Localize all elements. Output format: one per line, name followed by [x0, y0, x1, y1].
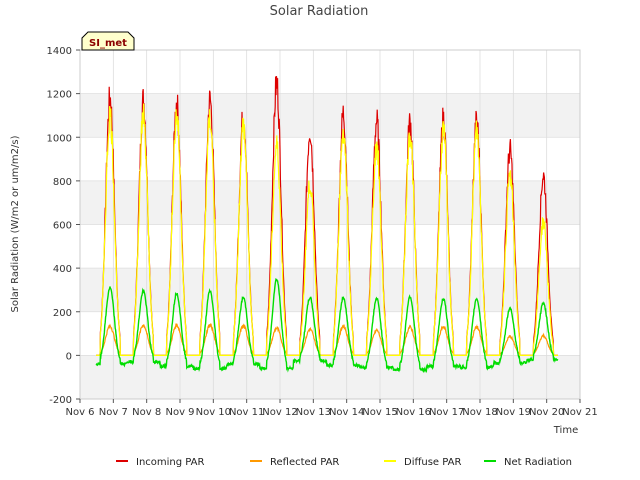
x-tick-label: Nov 17 [429, 407, 464, 418]
x-tick-label: Nov 13 [296, 407, 331, 418]
x-tick-label: Nov 10 [196, 407, 231, 418]
site-badge: SI_met [81, 31, 135, 51]
x-tick-label: Nov 18 [462, 407, 497, 418]
y-axis-ticks: -200 0 200 400 600 800 1000 1200 1400 [47, 46, 80, 406]
x-tick-label: Nov 15 [362, 407, 397, 418]
chart-title: Solar Radiation [270, 4, 369, 19]
plot-band [80, 268, 580, 312]
site-badge-label: SI_met [89, 38, 127, 49]
y-tick-label: 400 [53, 264, 72, 275]
x-tick-label: Nov 11 [229, 407, 264, 418]
x-tick-label: Nov 20 [529, 407, 564, 418]
y-tick-label: 800 [53, 177, 72, 188]
x-tick-label: Nov 21 [562, 407, 597, 418]
x-tick-label: Nov 16 [396, 407, 431, 418]
series-line-net-radiation [95, 277, 559, 374]
site-badge-box [81, 31, 135, 51]
y-tick-label: 0 [66, 351, 72, 362]
x-tick-label: Nov 12 [262, 407, 297, 418]
x-tick-label: Nov 7 [99, 407, 128, 418]
y-tick-label: -200 [49, 395, 72, 406]
plot-band [80, 93, 580, 138]
series-layer [95, 76, 559, 374]
legend-label: Diffuse PAR [404, 457, 461, 468]
y-axis-label: Solar Radiation (W/m2 or um/m2/s) [10, 135, 21, 312]
x-axis-label: Time [553, 425, 578, 436]
y-tick-label: 1400 [47, 46, 72, 57]
x-tick-label: Nov 19 [496, 407, 531, 418]
series-line-diffuse-par [96, 103, 558, 356]
x-tick-label: Nov 6 [65, 407, 94, 418]
legend-label: Net Radiation [504, 457, 572, 468]
plot-band [80, 180, 580, 225]
legend-label: Incoming PAR [136, 457, 205, 468]
y-tick-label: 1000 [47, 133, 72, 144]
legend: Incoming PAR Reflected PAR Diffuse PAR Net … [116, 457, 572, 468]
series-line-reflected-par [96, 322, 558, 356]
x-tick-label: Nov 14 [329, 407, 364, 418]
legend-label: Reflected PAR [270, 457, 339, 468]
y-tick-label: 1200 [47, 90, 72, 101]
x-tick-label: Nov 9 [165, 407, 194, 418]
y-tick-label: 200 [53, 308, 72, 319]
x-tick-label: Nov 8 [132, 407, 161, 418]
y-tick-label: 600 [53, 221, 72, 232]
